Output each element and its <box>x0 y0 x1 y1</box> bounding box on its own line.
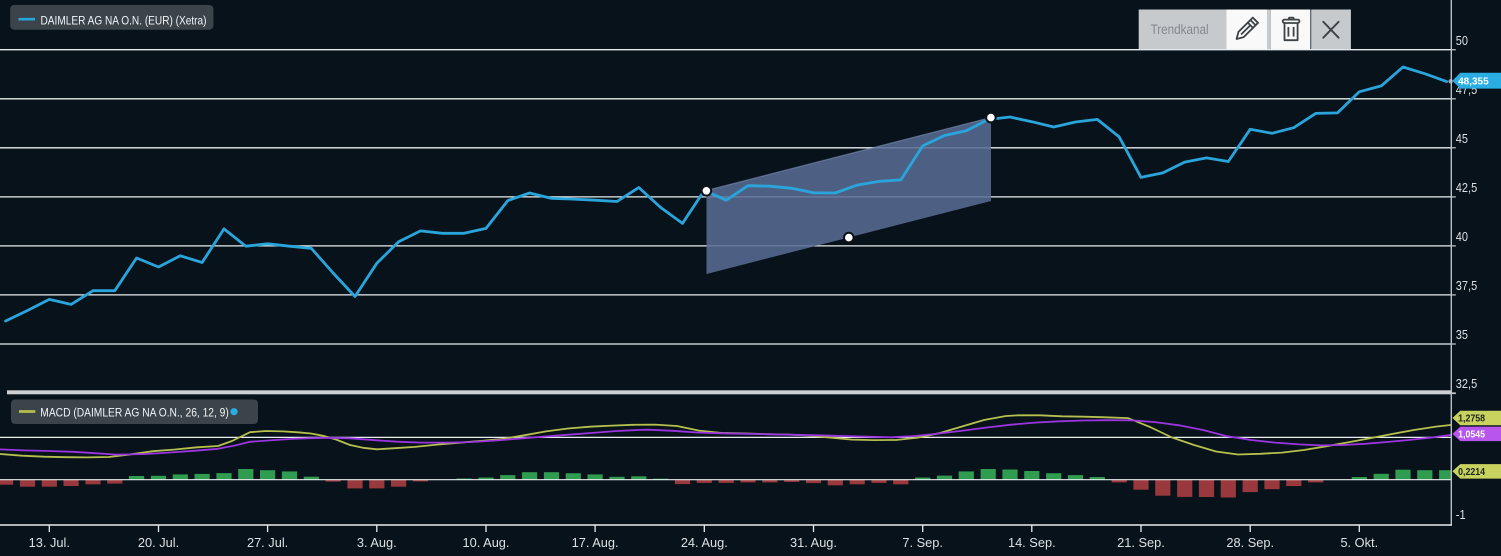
svg-text:21. Sep.: 21. Sep. <box>1117 535 1165 550</box>
svg-text:DAIMLER AG NA O.N. (EUR) (Xetr: DAIMLER AG NA O.N. (EUR) (Xetra) <box>41 13 207 27</box>
svg-text:14. Sep.: 14. Sep. <box>1008 535 1056 550</box>
svg-text:40: 40 <box>1456 230 1468 244</box>
svg-text:37,5: 37,5 <box>1456 279 1477 293</box>
svg-text:7. Sep.: 7. Sep. <box>902 535 943 550</box>
svg-text:42,5: 42,5 <box>1456 181 1477 195</box>
svg-text:1,2758: 1,2758 <box>1458 414 1485 425</box>
svg-text:Trendkanal: Trendkanal <box>1151 22 1209 37</box>
svg-text:3. Aug.: 3. Aug. <box>357 535 397 550</box>
svg-text:48,355: 48,355 <box>1458 76 1489 87</box>
svg-text:5. Okt.: 5. Okt. <box>1340 535 1378 550</box>
svg-text:0,2214: 0,2214 <box>1458 467 1485 478</box>
svg-text:31. Aug.: 31. Aug. <box>790 535 837 550</box>
svg-text:10. Aug.: 10. Aug. <box>463 535 510 550</box>
svg-text:17. Aug.: 17. Aug. <box>572 535 619 550</box>
svg-text:MACD (DAIMLER AG NA O.N., 26,: MACD (DAIMLER AG NA O.N., 26, 12, 9) <box>40 406 229 420</box>
svg-text:45: 45 <box>1456 132 1468 146</box>
svg-text:32,5: 32,5 <box>1456 377 1477 391</box>
svg-text:27. Jul.: 27. Jul. <box>247 535 288 550</box>
svg-text:1,0545: 1,0545 <box>1458 430 1485 441</box>
svg-text:24. Aug.: 24. Aug. <box>681 535 728 550</box>
svg-text:20. Jul.: 20. Jul. <box>138 535 179 550</box>
svg-text:35: 35 <box>1456 328 1468 342</box>
svg-text:13. Jul.: 13. Jul. <box>29 535 70 550</box>
svg-text:-1: -1 <box>1456 508 1466 522</box>
svg-text:28. Sep.: 28. Sep. <box>1226 535 1274 550</box>
svg-text:50: 50 <box>1456 34 1468 48</box>
